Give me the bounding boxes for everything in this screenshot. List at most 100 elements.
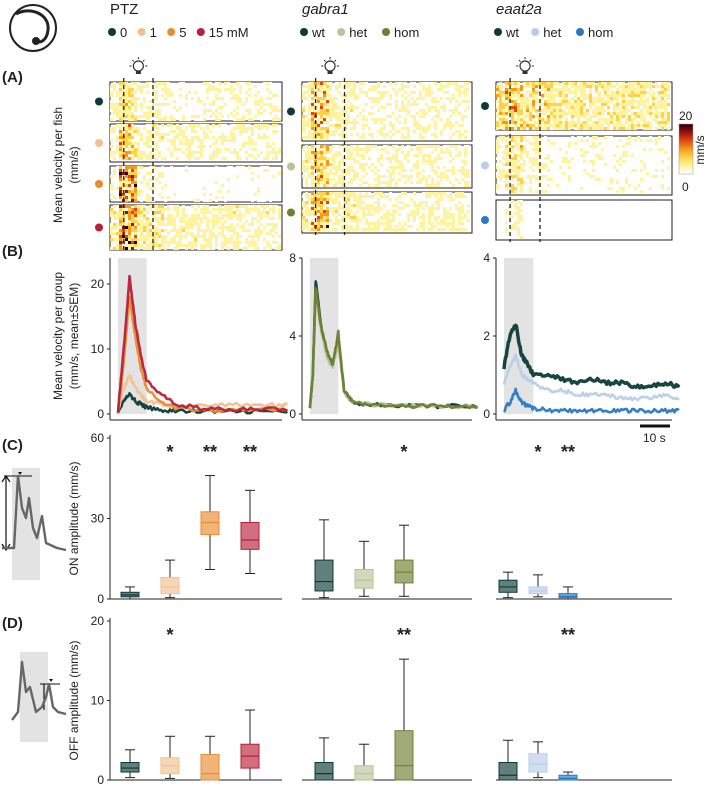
box [314,737,334,781]
fish-well-icon [9,4,57,52]
legend-dot [337,28,346,36]
series-line [308,287,478,410]
condition-dot [481,216,489,224]
legend-dot [108,28,116,36]
box [498,739,518,781]
box-body [160,577,180,595]
legend-dot [300,28,308,36]
condition-dot [95,139,103,147]
light-bulb-icon [516,57,535,74]
box-body [528,586,548,595]
axis-label: Mean velocity per group [51,272,65,400]
condition-dot [95,223,103,232]
line-subplot: 0 10 20 [91,258,288,421]
legend-label: wt [311,25,325,40]
group-title: PTZ [110,1,138,18]
axis-label: OFF amplitude (mm/s) [67,640,81,760]
box-subplot: ** [302,625,472,781]
group-title: eaat2a [496,1,542,18]
y-tick-label: 10 [91,694,105,708]
y-tick-label: 20 [91,614,105,628]
box-body [200,754,220,781]
legend-dot [531,28,540,36]
legend-dot [576,28,584,36]
box-body [394,730,414,781]
y-tick-label: 8 [289,251,296,265]
box: * [528,442,548,598]
box: ** [240,442,260,575]
y-tick-label: 30 [91,512,105,526]
box [120,749,140,779]
series-line [502,323,680,390]
heatmap-block [481,81,673,131]
box-subplot: * ** [496,442,672,600]
box [498,571,518,599]
box-body [120,762,140,773]
y-tick-label: 0 [483,407,490,421]
heatmap-block [95,204,283,251]
legend-dot [196,28,205,36]
y-tick-label: 2 [483,329,490,343]
y-tick-label: 0 [97,407,104,421]
significance-mark: * [166,442,173,462]
legend-dot [382,28,390,36]
significance-mark: * [166,625,173,645]
y-tick-label: 20 [91,277,105,291]
legend-label: het [543,25,561,40]
box: * [160,442,180,599]
y-tick-label: 10 [91,342,105,356]
y-tick-label: 4 [289,329,296,343]
series-line [502,387,680,414]
heatmap-block [95,123,283,163]
line-subplot: 0 4 8 [289,251,478,421]
box-body [354,765,374,781]
box-body [240,522,260,550]
box-body [528,753,548,773]
y-tick-label: 0 [289,407,296,421]
light-bulb-icon [321,57,340,74]
box: ** [558,442,578,600]
on-amplitude-schematic-icon [1,468,67,580]
significance-mark: ** [561,442,575,462]
series-line [502,353,680,402]
box: ** [200,442,220,570]
legend-label: 5 [179,25,186,40]
panel-label: (C) [2,437,23,454]
box: ** [394,625,414,781]
condition-dot [481,161,489,170]
legend-label: 0 [120,25,127,40]
box: ** [558,625,578,781]
colorbar-unit: mm/s [693,135,707,164]
box [200,735,220,781]
condition-dot [95,97,103,106]
panel-label: (A) [2,69,23,86]
heatmap-block [287,81,473,142]
box-body [558,593,578,599]
y-tick-label: 4 [483,251,490,265]
box-subplot: * [302,442,472,600]
box [120,586,140,600]
box-body [354,568,374,589]
light-bulb-icon [129,57,148,74]
legend-label: 15 mM [209,25,249,40]
box-body [558,774,578,781]
heatmap-block [287,144,473,189]
box [314,519,334,599]
box [240,709,260,781]
legend-dot [494,28,502,36]
y-tick-label: 0 [97,592,104,606]
heatmap-block [287,191,473,234]
legend-dot [167,28,176,36]
condition-dot [287,208,295,217]
box: * [394,442,414,597]
legend-label: 1 [150,25,157,40]
y-tick-label: 60 [91,431,105,445]
box-body [498,579,518,593]
legend-label: hom [394,25,419,40]
colorbar-min: 0 [682,180,689,194]
significance-mark: ** [561,625,575,645]
heatmap-block [95,81,283,122]
legend-label: wt [505,25,519,40]
box-body [314,559,334,592]
